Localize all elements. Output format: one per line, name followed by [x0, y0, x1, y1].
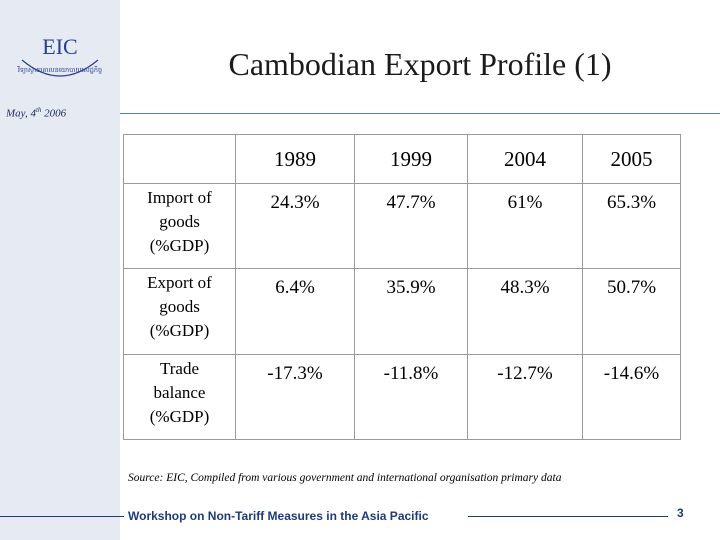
logo-text: EIC: [42, 34, 77, 59]
title-divider: [120, 113, 720, 114]
table-row: Trade balance (%GDP) -17.3% -11.8% -12.7…: [123, 353, 681, 441]
footer-divider-right: [468, 516, 668, 517]
year-header: 1989: [235, 134, 355, 184]
sidebar: EIC វិទ្យាស្ថានគោលនយោបាយសេដ្ឋកិច្ច May, …: [0, 0, 120, 540]
table-cell: 35.9%: [354, 268, 468, 355]
row-label-line: balance: [153, 382, 206, 402]
table-cell: 61%: [467, 182, 583, 270]
export-profile-table: 1989 1999 2004 2005 Import of goods (%GD…: [123, 134, 681, 441]
table-cell: -12.7%: [467, 353, 583, 441]
year-header: 1999: [354, 134, 468, 184]
table-row: Import of goods (%GDP) 24.3% 47.7% 61% 6…: [123, 182, 681, 270]
row-label-line: (%GDP): [149, 321, 210, 341]
row-label-line: (%GDP): [149, 236, 210, 255]
table-cell: 24.3%: [235, 182, 355, 270]
row-label-line: Import of: [147, 188, 212, 207]
table-cell: 50.7%: [582, 268, 681, 355]
logo-subtext: វិទ្យាស្ថានគោលនយោបាយសេដ្ឋកិច្ច: [17, 65, 102, 74]
table-cell: 6.4%: [235, 268, 355, 355]
row-label: Export of goods (%GDP): [123, 268, 236, 355]
date-label: May, 4th 2006: [6, 106, 66, 120]
table-row: Export of goods (%GDP) 6.4% 35.9% 48.3% …: [123, 268, 681, 355]
row-label: Trade balance (%GDP): [123, 353, 236, 441]
row-label-line: (%GDP): [149, 406, 210, 426]
year-header: 2004: [467, 134, 583, 184]
table-header-row: 1989 1999 2004 2005: [123, 134, 681, 184]
row-label-line: Trade: [159, 358, 200, 378]
footer-text: Workshop on Non-Tariff Measures in the A…: [128, 509, 429, 523]
page-number: 3: [677, 506, 684, 520]
row-label: Import of goods (%GDP): [123, 182, 236, 270]
table-cell: 65.3%: [582, 182, 681, 270]
slide-title: Cambodian Export Profile (1): [228, 46, 612, 82]
source-note: Source: EIC, Compiled from various gover…: [128, 472, 562, 484]
row-label-line: goods: [159, 297, 200, 317]
table-cell: -17.3%: [235, 353, 355, 441]
year-header: 2005: [582, 134, 681, 184]
eic-logo-icon: EIC វិទ្យាស្ថានគោលនយោបាយសេដ្ឋកិច្ច: [17, 34, 102, 77]
date-main: May, 4: [6, 107, 36, 120]
table-corner-cell: [123, 134, 236, 184]
row-label-line: goods: [159, 212, 200, 231]
date-sup: th: [35, 106, 42, 114]
table-cell: -14.6%: [582, 353, 681, 441]
footer-divider-left: [0, 516, 124, 517]
table-cell: 47.7%: [354, 182, 468, 270]
date-year: 2006: [44, 107, 67, 120]
table-cell: -11.8%: [354, 353, 468, 441]
row-label-line: Export of: [147, 273, 212, 293]
table-cell: 48.3%: [467, 268, 583, 355]
